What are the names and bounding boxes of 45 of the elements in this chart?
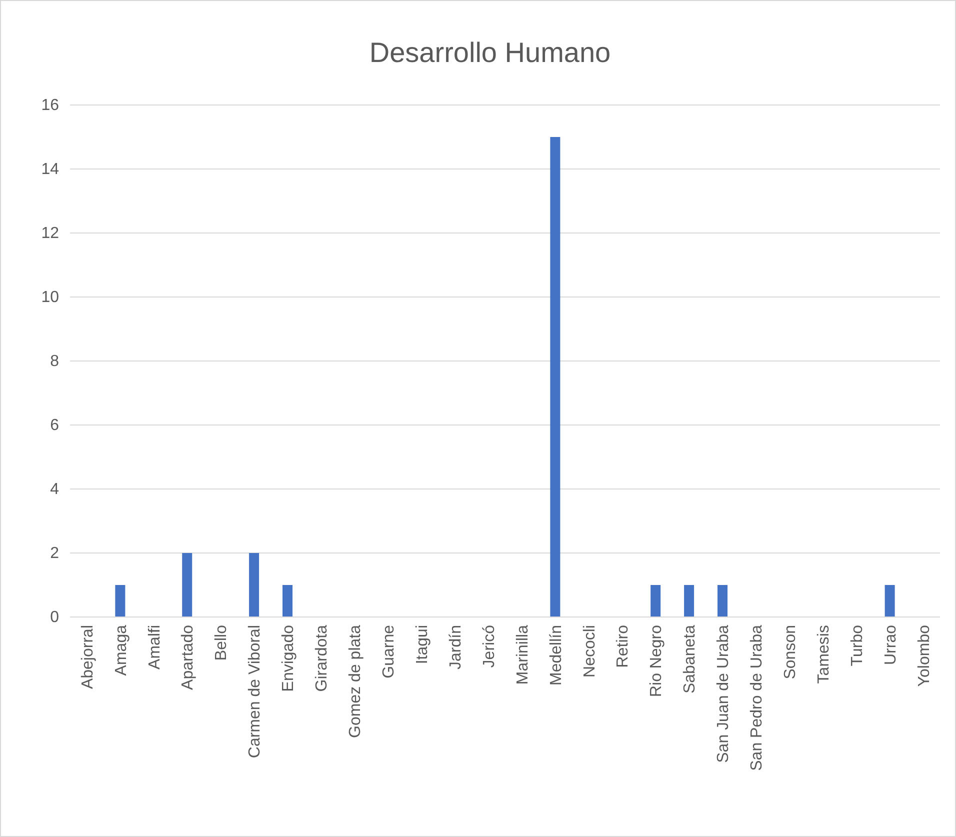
bar (115, 585, 126, 617)
x-tick-label: Sabaneta (682, 624, 699, 694)
x-tick-label: Bello (213, 624, 230, 661)
bar (718, 585, 728, 617)
x-tick-label: Amalfi (146, 625, 164, 670)
x-tick-label: Abejorral (79, 625, 96, 690)
y-tick-label: 10 (41, 289, 60, 306)
x-tick-label: Rio Negro (648, 624, 666, 698)
y-tick-label: 4 (50, 481, 60, 498)
x-tick-label: Envigado (280, 624, 298, 692)
y-tick-label: 0 (50, 609, 60, 626)
x-tick-label: Retiro (614, 624, 632, 668)
x-tick-label: Jericó (480, 624, 498, 668)
bar (282, 585, 292, 617)
x-tick-label: Gomez de plata (347, 624, 364, 738)
y-tick-label: 6 (50, 417, 60, 434)
bar (650, 585, 661, 617)
bar (684, 585, 694, 617)
x-tick-label: Urrao (882, 624, 900, 666)
x-tick-label: Medellín (548, 625, 565, 686)
x-tick-label: Carmen de Viboral (246, 625, 264, 758)
x-tick-label: San Pedro de Uraba (748, 624, 766, 771)
x-tick-label: Turbo (848, 624, 866, 666)
y-tick-label: 12 (41, 225, 60, 242)
x-tick-label: Girardota (314, 624, 331, 692)
x-tick-label: Necocli (581, 625, 598, 678)
x-tick-label: Marinilla (514, 624, 532, 685)
bar (884, 585, 895, 617)
x-tick-label: Yolombo (916, 624, 933, 687)
y-tick-label: 14 (41, 161, 60, 178)
bar (249, 553, 260, 617)
bar (182, 553, 192, 617)
chart-title: Desarrollo Humano (369, 37, 611, 68)
x-tick-label: Amaga (112, 624, 130, 676)
x-tick-label: San Juan de Uraba (715, 624, 732, 763)
x-tick-label: Jardín (447, 625, 464, 670)
y-tick-label: 16 (41, 97, 60, 114)
x-tick-label: Sonson (782, 625, 800, 680)
y-tick-label: 8 (50, 353, 60, 370)
bar (550, 137, 560, 617)
x-tick-label: Tamesis (815, 625, 832, 684)
x-tick-label: Itagui (414, 625, 431, 664)
x-tick-label: Apartado (180, 624, 197, 690)
x-tick-label: Guarne (380, 624, 398, 678)
y-tick-label: 2 (50, 545, 60, 562)
